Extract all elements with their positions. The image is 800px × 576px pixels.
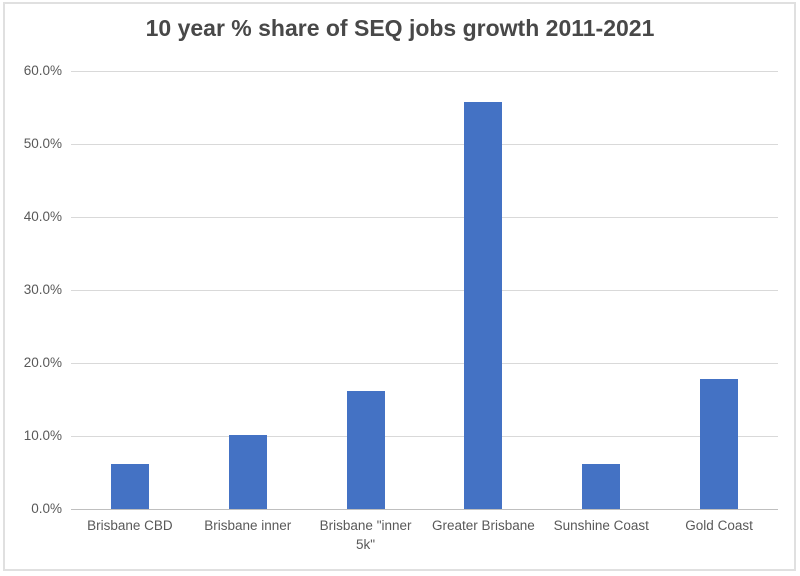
y-axis-tick-label: 40.0% <box>23 209 62 224</box>
bar <box>346 391 385 509</box>
bar <box>228 434 267 509</box>
y-gridline <box>71 435 778 437</box>
x-axis-category-label: Greater Brisbane <box>432 518 535 533</box>
x-axis-category-label: Brisbane CBD <box>87 518 173 533</box>
x-axis-category-label: Gold Coast <box>685 518 753 533</box>
bar <box>464 101 503 509</box>
y-gridline <box>71 143 778 145</box>
y-axis-tick-label: 30.0% <box>23 282 62 297</box>
y-axis-tick-label: 50.0% <box>23 136 62 151</box>
y-axis-tick-label: 60.0% <box>23 63 62 78</box>
y-gridline <box>71 289 778 291</box>
y-axis-tick-label: 20.0% <box>23 355 62 370</box>
bar <box>582 463 621 509</box>
y-gridline <box>71 362 778 364</box>
x-axis-category-label: Sunshine Coast <box>553 518 649 533</box>
x-axis-category-label: Brisbane inner <box>204 518 292 533</box>
x-axis-category-label: Brisbane "inner 5k" <box>319 518 412 552</box>
chart-title: 10 year % share of SEQ jobs growth 2011-… <box>145 15 655 41</box>
bar <box>110 463 149 509</box>
x-axis-line <box>71 508 778 510</box>
y-gridline <box>71 70 778 72</box>
y-axis-tick-label: 0.0% <box>31 501 62 516</box>
y-gridline <box>71 216 778 218</box>
y-axis-tick-label: 10.0% <box>23 428 62 443</box>
bar <box>700 379 739 509</box>
